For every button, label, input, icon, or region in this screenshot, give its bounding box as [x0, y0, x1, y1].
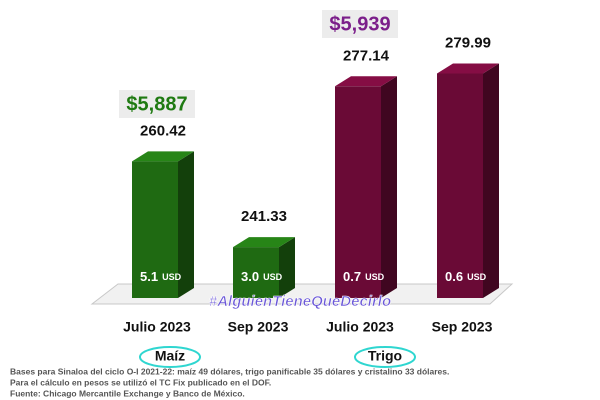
x-tick-label: Julio 2023 [326, 319, 394, 335]
footnote: Bases para Sinaloa del ciclo O-I 2021-22… [10, 366, 449, 376]
bar-note-value: 3.0 [241, 269, 259, 284]
bar-note-unit: USD [263, 272, 283, 282]
footnote: Para el cálculo en pesos se utilizó el T… [10, 377, 271, 387]
bar-top [132, 151, 194, 162]
bar [335, 86, 381, 298]
bar-note-value: 0.6 [445, 269, 463, 284]
bar-side [178, 151, 194, 298]
bar-note: 0.6 USD [445, 269, 487, 284]
annotation-box [119, 90, 195, 118]
bar-note-value: 5.1 [140, 269, 158, 284]
bar-side [279, 237, 295, 298]
bar [437, 73, 483, 299]
value-label: 260.42 [140, 122, 186, 139]
annotation: $5,939 [329, 13, 390, 35]
watermark: #AlguienTieneQueDecirlo [209, 293, 391, 310]
x-tick-label: Sep 2023 [228, 319, 289, 335]
legend-label: Trigo [368, 348, 402, 364]
bar-note: 3.0 USD [241, 269, 283, 284]
bar-note-unit: USD [162, 272, 182, 282]
annotation-box [322, 10, 398, 38]
bar-note-value: 0.7 [343, 269, 361, 284]
value-label: 241.33 [241, 208, 287, 225]
bar-note: 0.7 USD [343, 269, 385, 284]
bar-top [335, 76, 397, 87]
bar-side [483, 63, 499, 299]
bar-top [437, 63, 499, 74]
value-label: 279.99 [445, 34, 491, 51]
floor [90, 283, 514, 305]
value-label: 277.14 [343, 47, 390, 64]
x-tick-label: Julio 2023 [123, 319, 191, 335]
bar-top [233, 237, 295, 248]
bar [132, 161, 178, 298]
legend-label: Maíz [155, 348, 185, 364]
bar-note-unit: USD [467, 272, 487, 282]
x-tick-label: Sep 2023 [432, 319, 493, 335]
bar [233, 247, 279, 298]
annotation: $5,887 [126, 93, 187, 115]
bar-side [381, 76, 397, 298]
bar-note-unit: USD [365, 272, 385, 282]
legend-ring [354, 346, 416, 368]
bar-note: 5.1 USD [140, 269, 182, 284]
legend-ring [139, 346, 201, 368]
footnote: Fuente: Chicago Mercantile Exchange y Ba… [10, 388, 245, 398]
